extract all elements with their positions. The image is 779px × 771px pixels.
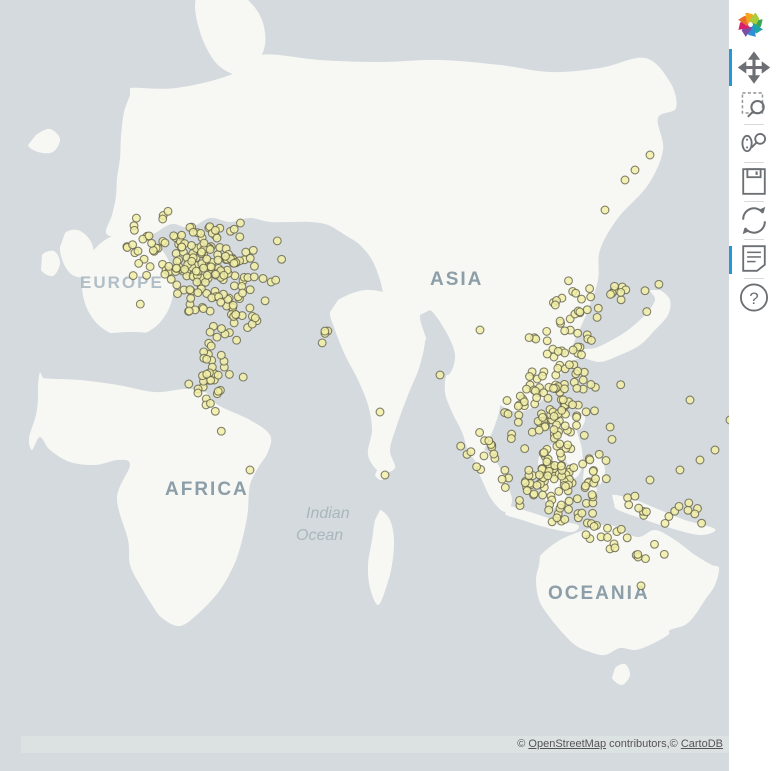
svg-text:OCEANIA: OCEANIA xyxy=(548,583,650,604)
svg-text:?: ? xyxy=(749,289,758,308)
svg-text:Indian: Indian xyxy=(306,505,350,522)
svg-text:AFRICA: AFRICA xyxy=(165,479,249,500)
svg-text:ASIA: ASIA xyxy=(430,269,483,290)
svg-text:Ocean: Ocean xyxy=(296,527,343,544)
svg-text:EUROPE: EUROPE xyxy=(80,273,164,292)
